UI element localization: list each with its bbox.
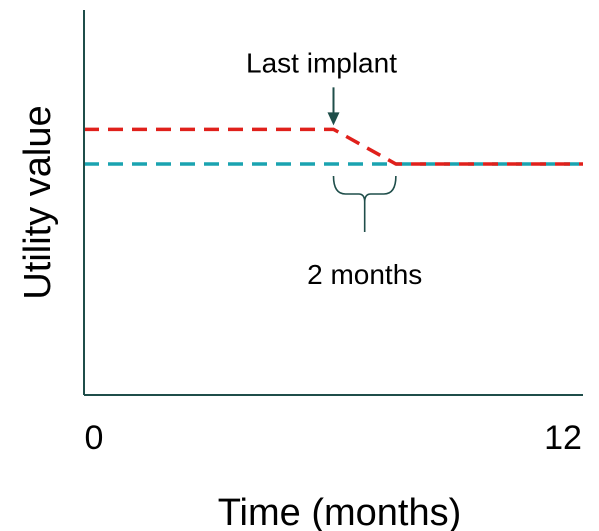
series-line-0	[84, 127, 583, 166]
x-axis-title: Time (months)	[218, 492, 462, 531]
annotation-duration: 2 months	[307, 259, 422, 290]
series-layer	[84, 127, 583, 166]
duration-bracket	[332, 175, 397, 232]
x-tick-label-0: 0	[85, 419, 104, 457]
y-axis-title: Utility value	[17, 105, 59, 299]
x-tick-label-12: 12	[544, 419, 582, 457]
annotation-layer: Last implant 2 months	[246, 47, 422, 290]
arrow-head-icon	[327, 112, 340, 126]
annotation-last-implant: Last implant	[246, 47, 397, 78]
